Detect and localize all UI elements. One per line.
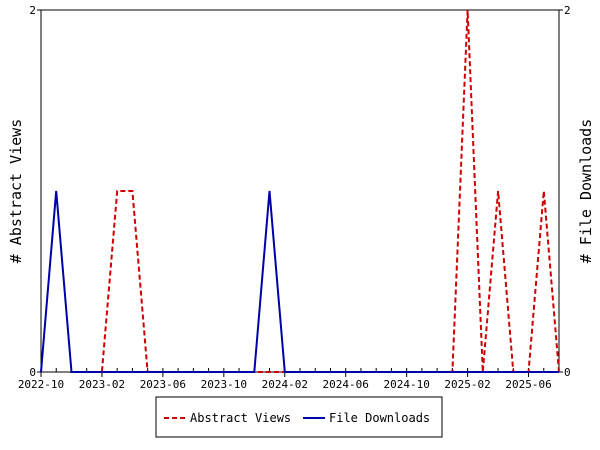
- y-axis-left-title: # Abstract Views: [7, 119, 25, 264]
- legend-label-file-downloads: File Downloads: [329, 411, 430, 425]
- series-line-file-downloads: [40, 190, 559, 373]
- legend-box: [155, 396, 443, 438]
- y-left-tick-label: 2: [29, 4, 36, 17]
- x-tick-label: 2023-02: [79, 378, 125, 391]
- x-tick-label: 2025-06: [505, 378, 551, 391]
- x-tick-label: 2024-10: [383, 378, 429, 391]
- x-tick-label: 2024-06: [323, 378, 369, 391]
- tick-label-layer: 2022-10 2023-02 2023-06 2023-10 2024-02 2024-…: [18, 4, 571, 391]
- series-layer: [40, 9, 560, 373]
- legend: Abstract Views File Downloads: [155, 396, 443, 438]
- y-right-tick-label: 2: [564, 4, 571, 17]
- x-tick-label: 2024-02: [262, 378, 308, 391]
- x-tick-label: 2023-10: [201, 378, 247, 391]
- x-tick-label: 2022-10: [18, 378, 64, 391]
- x-tick-label: 2025-02: [444, 378, 490, 391]
- x-tick-label: 2023-06: [140, 378, 186, 391]
- plot-area: [40, 9, 560, 373]
- legend-label-abstract-views: Abstract Views: [190, 411, 291, 425]
- y-axis-right-title: # File Downloads: [577, 119, 595, 264]
- y-right-tick-label: 0: [564, 366, 571, 379]
- y-left-tick-label: 0: [29, 366, 36, 379]
